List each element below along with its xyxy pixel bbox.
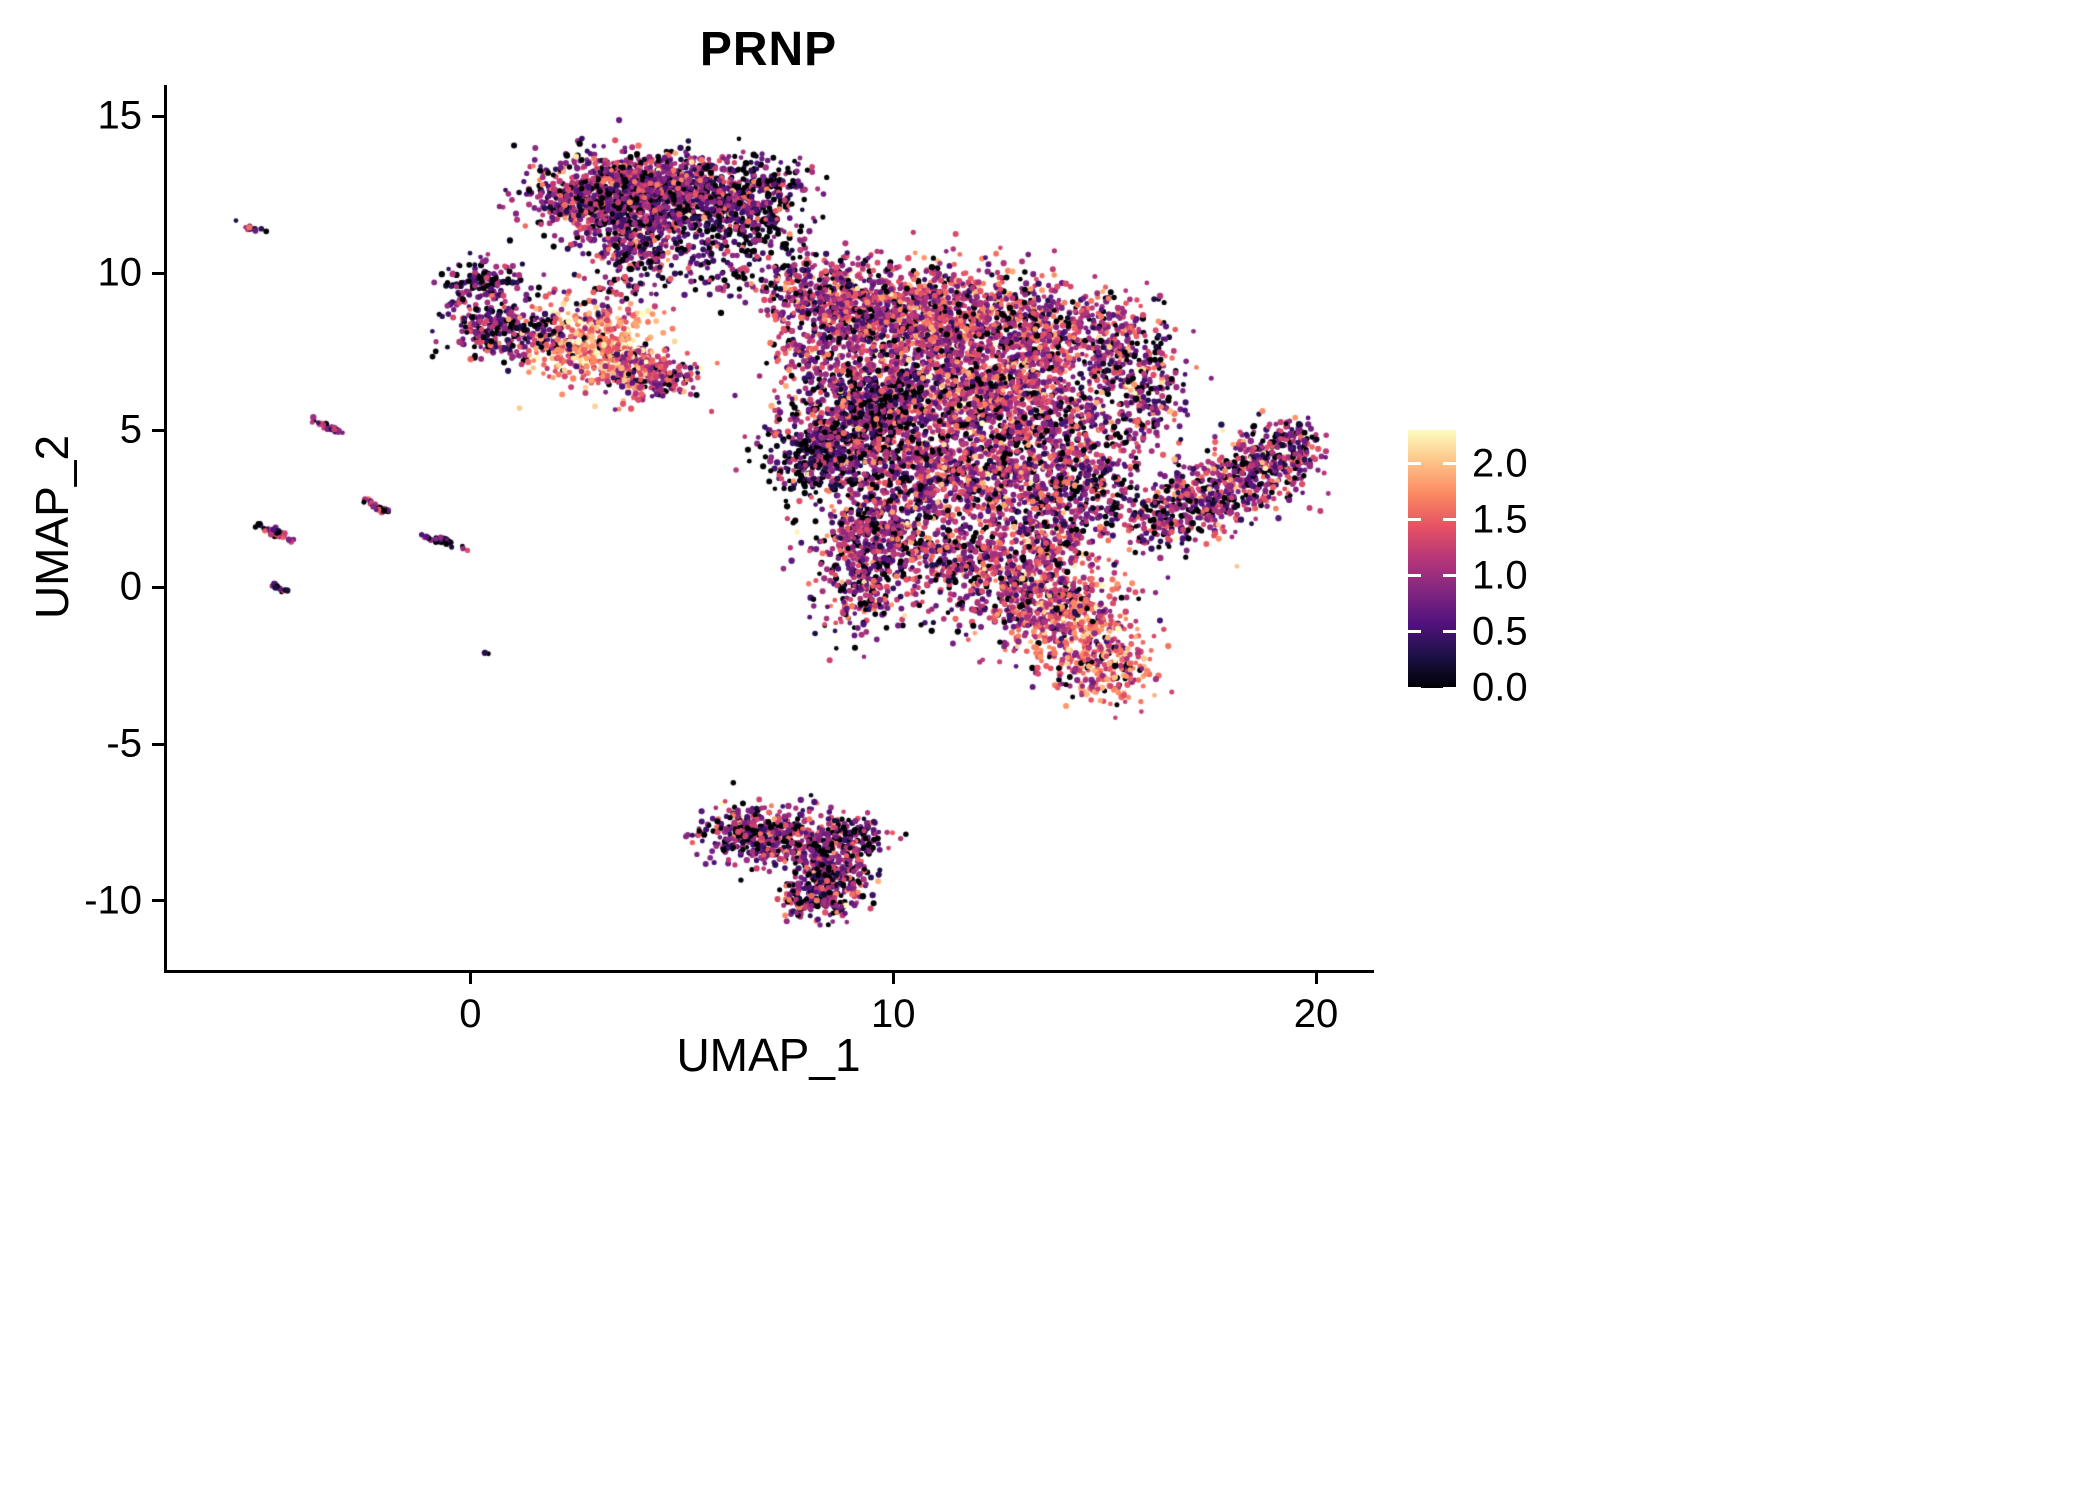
colorbar-tick-mark: [1408, 574, 1421, 578]
colorbar-tick-label: 0.5: [1472, 609, 1528, 654]
y-tick-mark: [152, 899, 166, 903]
x-axis-line: [164, 970, 1374, 973]
y-tick-label: 10: [97, 250, 143, 295]
colorbar-tick-label: 2.0: [1472, 441, 1528, 486]
colorbar-tick-mark: [1443, 518, 1456, 522]
y-tick-mark: [152, 271, 166, 275]
colorbar-tick-label: 1.5: [1472, 497, 1528, 542]
plot-title: PRNP: [699, 23, 838, 76]
x-tick-label: 20: [1293, 992, 1339, 1036]
colorbar-tick-mark: [1408, 462, 1421, 466]
y-tick-mark: [152, 114, 166, 118]
y-tick-label: -5: [106, 721, 142, 766]
x-axis-label: UMAP_1: [676, 1029, 861, 1081]
y-tick-mark: [152, 742, 166, 746]
colorbar-tick-mark: [1443, 462, 1456, 466]
colorbar-tick-mark: [1443, 686, 1456, 690]
colorbar-gradient: [1408, 430, 1456, 688]
x-tick-label: 10: [870, 992, 916, 1036]
y-tick-mark: [152, 428, 166, 432]
colorbar-tick-label: 1.0: [1472, 553, 1528, 598]
y-tick-mark: [152, 585, 166, 589]
x-tick-mark: [891, 970, 895, 984]
y-tick-label: 15: [97, 93, 143, 138]
colorbar-tick-mark: [1408, 686, 1421, 690]
x-tick-mark: [468, 970, 472, 984]
y-axis-label: UMAP_2: [26, 434, 78, 620]
colorbar-tick-label: 0.0: [1472, 665, 1528, 710]
colorbar-tick-mark: [1408, 630, 1421, 634]
x-tick-mark: [1314, 970, 1318, 984]
colorbar-tick-mark: [1443, 574, 1456, 578]
y-axis-line: [164, 85, 167, 973]
y-tick-label: 0: [119, 564, 142, 609]
colorbar-tick-mark: [1408, 518, 1421, 522]
y-tick-label: -10: [84, 878, 142, 923]
colorbar-tick-mark: [1443, 630, 1456, 634]
y-tick-label: 5: [119, 407, 142, 452]
x-tick-label: 0: [459, 992, 482, 1036]
